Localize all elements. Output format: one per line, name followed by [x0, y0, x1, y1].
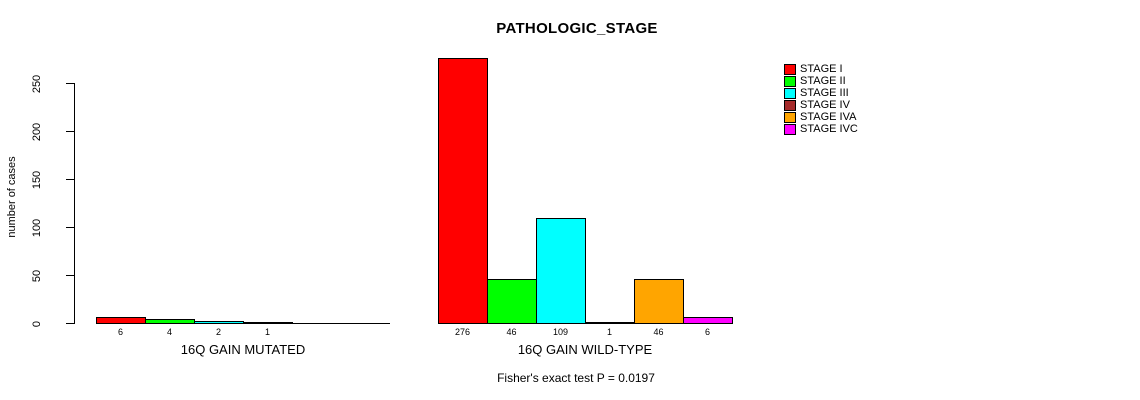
group-label: 16Q GAIN MUTATED	[180, 342, 306, 357]
legend-swatch	[784, 123, 796, 135]
bar-value-label: 109	[552, 327, 569, 337]
bar-stage-ii	[145, 319, 195, 324]
legend-swatch	[784, 75, 796, 87]
legend-item: STAGE III	[784, 87, 858, 99]
bar-stage-i	[438, 58, 488, 324]
y-axis-tick	[66, 83, 74, 84]
bar-value-label: 276	[454, 327, 471, 337]
legend-item: STAGE II	[784, 75, 858, 87]
bar-value-label: 1	[606, 327, 613, 337]
y-tick-label: 150	[31, 170, 43, 189]
legend-swatch	[784, 87, 796, 99]
bar-value-label: 46	[653, 327, 664, 337]
y-tick-label: 100	[31, 218, 43, 237]
group-label: 16Q GAIN WILD-TYPE	[517, 342, 653, 357]
y-axis-line	[74, 83, 75, 324]
legend-item-label: STAGE I	[800, 63, 843, 75]
legend-item: STAGE IV	[784, 99, 858, 111]
y-axis-tick	[66, 179, 74, 180]
y-axis-label: number of cases	[6, 156, 18, 238]
bar-value-label: 46	[506, 327, 517, 337]
bar-value-label: 6	[704, 327, 711, 337]
legend-swatch	[784, 63, 796, 75]
bar-stage-i	[96, 317, 146, 324]
bar-stage-iv	[585, 322, 635, 324]
bar-value-label: 1	[264, 327, 271, 337]
y-tick-label: 50	[31, 269, 43, 282]
y-axis-tick	[66, 227, 74, 228]
y-axis-tick	[66, 323, 74, 324]
y-tick-label: 0	[31, 320, 43, 327]
legend-item-label: STAGE II	[800, 75, 846, 87]
bar-value-label: 6	[117, 327, 124, 337]
bar-stage-iv	[243, 322, 293, 324]
bar-stage-iii	[194, 321, 244, 324]
bar-stage-ivc	[683, 317, 733, 324]
chart-title: PATHOLOGIC_STAGE	[496, 20, 658, 37]
legend-item: STAGE I	[784, 63, 858, 75]
legend-swatch	[784, 111, 796, 123]
bar-stage-ii	[487, 279, 537, 324]
legend-item-label: STAGE IVC	[800, 123, 858, 135]
legend-item-label: STAGE IV	[800, 99, 850, 111]
legend-swatch	[784, 99, 796, 111]
legend-item-label: STAGE IVA	[800, 111, 857, 123]
y-tick-label: 250	[31, 74, 43, 93]
y-tick-label: 200	[31, 122, 43, 141]
bar-stage-iii	[536, 218, 586, 324]
legend-item: STAGE IVC	[784, 123, 858, 135]
y-axis-tick	[66, 275, 74, 276]
bar-value-label: 2	[215, 327, 222, 337]
bar-value-label: 4	[166, 327, 173, 337]
legend-item: STAGE IVA	[784, 111, 858, 123]
legend: STAGE I STAGE II STAGE III STAGE IV STAGE IV…	[784, 63, 858, 135]
legend-item-label: STAGE III	[800, 87, 849, 99]
y-axis-tick	[66, 131, 74, 132]
fisher-test-annotation: Fisher's exact test P = 0.0197	[497, 371, 655, 385]
bar-stage-iva	[634, 279, 684, 324]
